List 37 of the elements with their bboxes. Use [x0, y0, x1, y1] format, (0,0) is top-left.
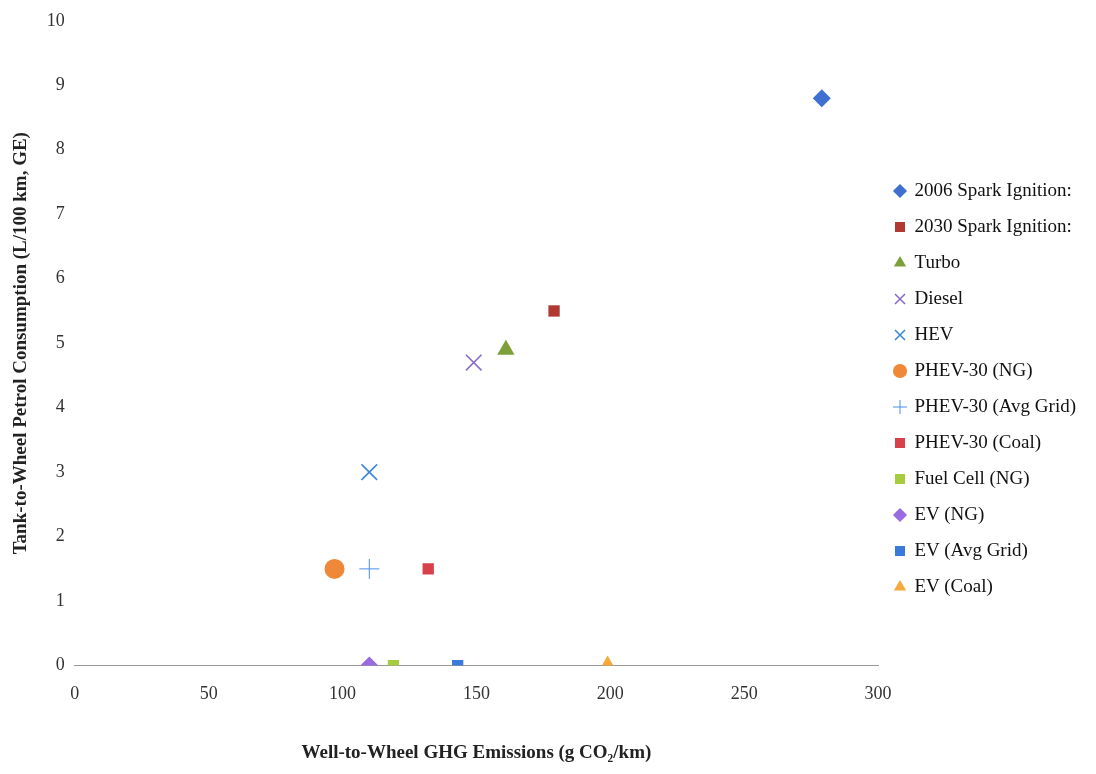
legend-label: Diesel: [914, 286, 964, 308]
x-tick-label: 50: [199, 683, 218, 704]
point: [812, 89, 831, 108]
point: [465, 353, 483, 372]
legend-label: Turbo: [914, 250, 961, 272]
y-tick-label: 10: [46, 9, 65, 30]
legend-label: EV (Coal): [914, 574, 993, 597]
legend-label: EV (Avg Grid): [914, 538, 1028, 561]
legend-label: 2006 Spark Ignition:: [914, 178, 1072, 200]
legend-label: PHEV-30 (Coal): [914, 430, 1042, 453]
y-tick-label: 8: [55, 138, 65, 159]
y-tick-label: 9: [55, 74, 65, 95]
legend-label: HEV: [914, 322, 954, 344]
x-tick-label: 250: [730, 683, 758, 704]
y-tick-label: 3: [55, 460, 65, 481]
y-tick-label: 2: [55, 525, 65, 546]
x-tick-label: 150: [462, 683, 490, 704]
x-axis-title: Well-to-Wheel GHG Emissions (g CO₂/km): [301, 740, 652, 763]
y-tick-label: 4: [55, 396, 65, 417]
x-tick-label: 200: [596, 683, 624, 704]
legend-label: PHEV-30 (NG): [914, 358, 1033, 381]
point: [360, 463, 378, 481]
point: [324, 558, 345, 579]
x-tick-label: 100: [329, 683, 357, 704]
y-tick-label: 0: [55, 654, 65, 675]
y-tick-label: 6: [55, 267, 65, 288]
y-tick-label: 7: [55, 202, 65, 223]
x-tick-label: 300: [864, 683, 892, 704]
x-tick-label: 0: [70, 683, 80, 704]
legend-label: Fuel Cell (NG): [914, 466, 1030, 489]
point: [548, 305, 560, 317]
y-axis-title: Tank-to-Wheel Petrol Consumption (L/100 km, GE): [9, 132, 32, 555]
legend-label: 2030 Spark Ignition:: [914, 214, 1072, 236]
legend-label: EV (NG): [914, 502, 985, 525]
y-tick-label: 1: [55, 589, 65, 610]
y-tick-label: 5: [55, 331, 65, 352]
legend-label: PHEV-30 (Avg Grid): [914, 394, 1077, 417]
